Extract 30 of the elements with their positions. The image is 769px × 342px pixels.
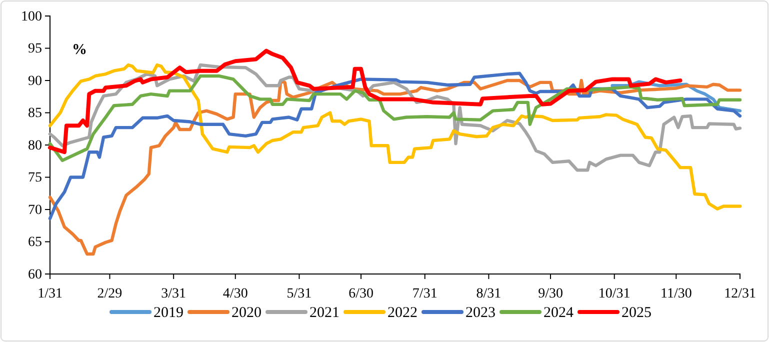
x-tick-label: 4/30 (222, 286, 248, 302)
x-tick-label: 8/31 (476, 286, 502, 302)
annotation: % (72, 42, 87, 58)
x-tick-label: 5/31 (286, 286, 312, 302)
legend-label: 2019 (154, 305, 184, 321)
y-tick-label: 65 (28, 235, 42, 250)
legend-label: 2022 (388, 305, 418, 321)
y-tick-label: 60 (28, 267, 42, 282)
line-series (48, 74, 742, 162)
y-tick-label: 75 (28, 170, 42, 186)
legend-label: 2021 (310, 305, 340, 321)
x-tick-label: 10/31 (598, 286, 630, 302)
legend-label: 2023 (466, 305, 496, 321)
legend-label: 2025 (622, 305, 652, 321)
y-tick-label: 95 (28, 42, 42, 57)
y-tick-label: 85 (28, 106, 42, 122)
legend-label: 2024 (544, 305, 574, 321)
x-tick-label: 2/29 (97, 286, 122, 302)
x-tick-label: 9/30 (538, 286, 563, 302)
y-tick-label: 70 (28, 202, 42, 218)
x-tick-label: 11/30 (660, 286, 692, 302)
legend-label: 2020 (232, 305, 262, 321)
x-tick-label: 3/31 (161, 286, 186, 302)
x-tick-label: 12/31 (724, 286, 756, 302)
y-tick-label: 100 (21, 9, 42, 24)
x-tick-label: 7/31 (412, 286, 438, 302)
y-tick-label: 90 (28, 74, 42, 89)
x-tick-label: 6/30 (348, 286, 374, 302)
y-tick-label: 80 (28, 138, 42, 154)
x-tick-label: 1/31 (38, 286, 62, 302)
